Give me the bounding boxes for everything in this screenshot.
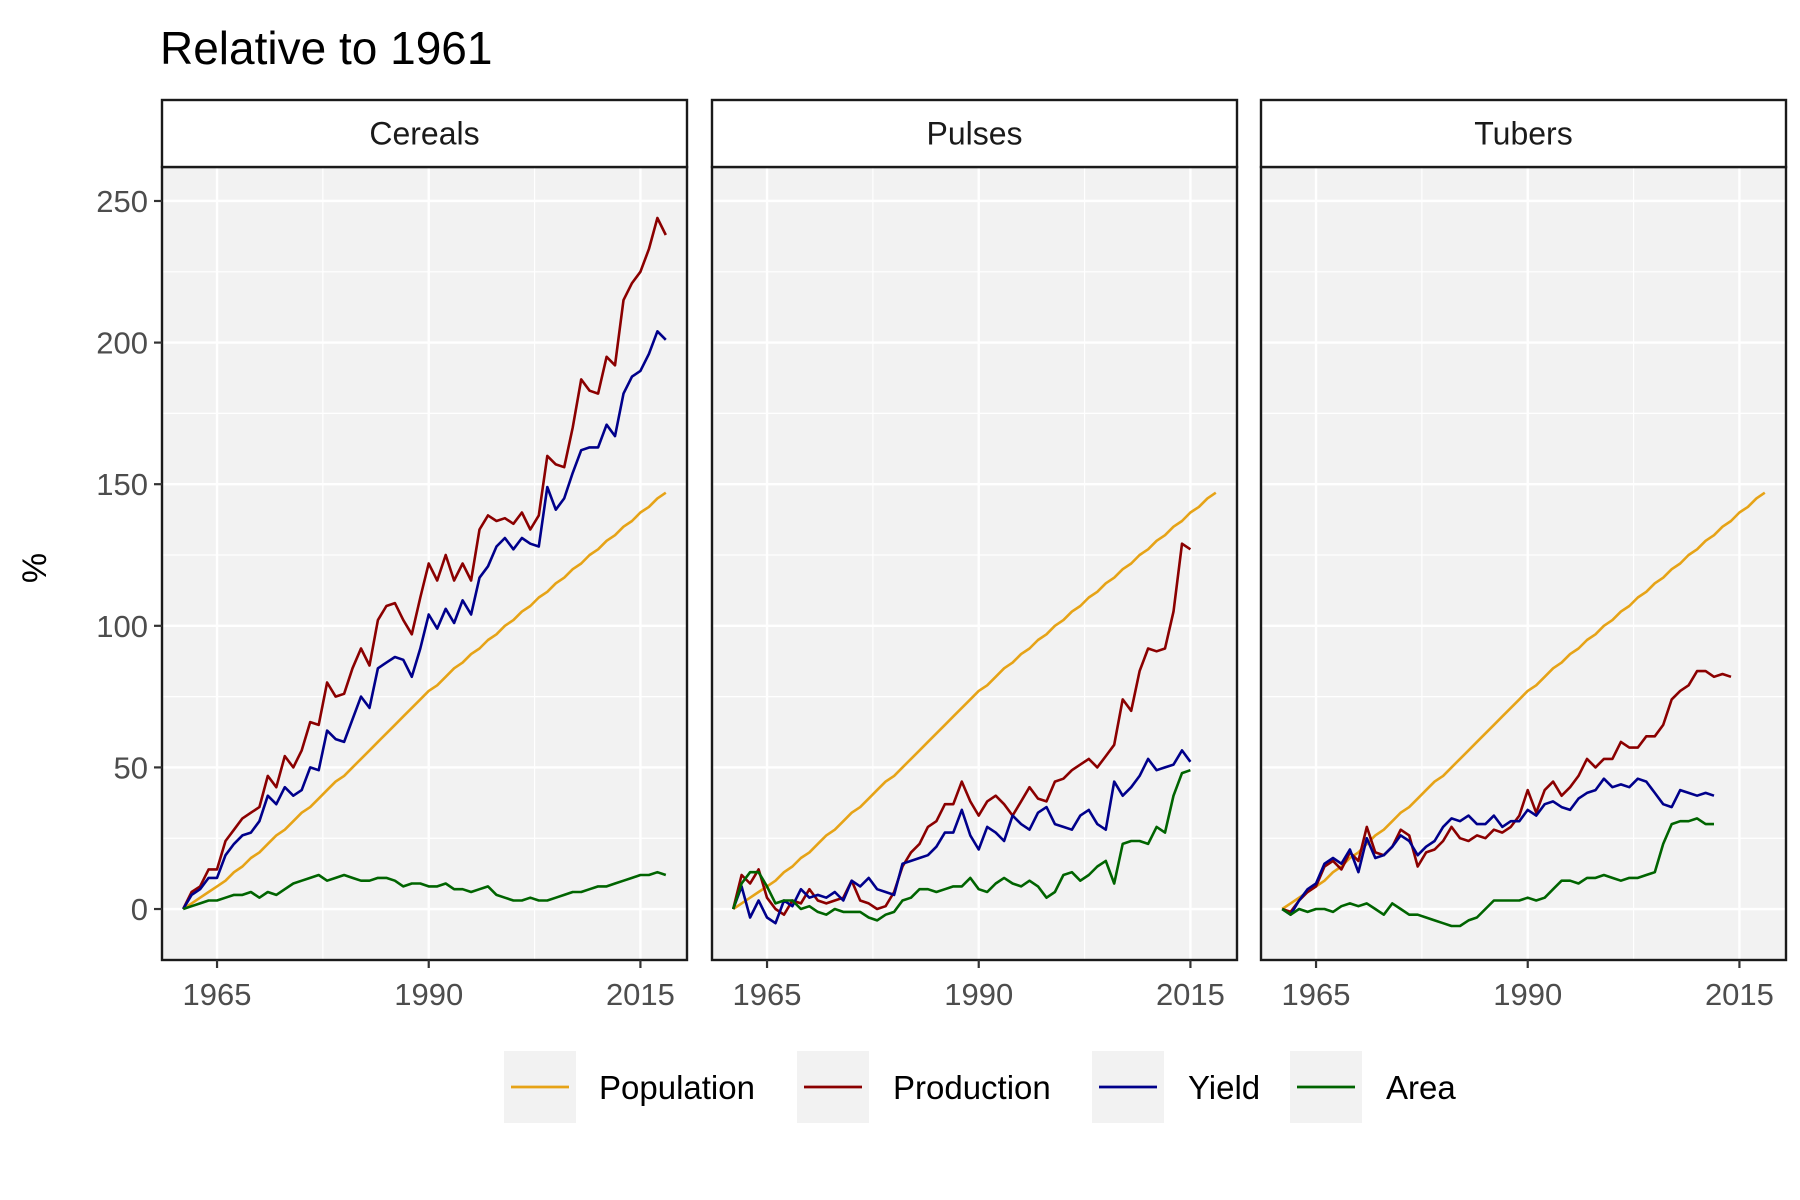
legend: Population Production Yield Area [504, 1051, 1456, 1123]
y-tick-label: 100 [96, 609, 148, 644]
facet-strip [1259, 98, 1788, 169]
facet-panels: Cereals 1965 1990 2015 0 50 100 150 200 250 Pulses… [96, 98, 1788, 1012]
y-tick-label: 200 [96, 326, 148, 361]
series-line-production [731, 542, 1192, 917]
x-tick-label: 2015 [1156, 977, 1225, 1012]
series-line-population [182, 491, 667, 911]
legend-label: Production [893, 1069, 1051, 1106]
legend-label: Area [1386, 1069, 1456, 1106]
x-tick-label: 2015 [606, 977, 675, 1012]
y-tick-label: 0 [131, 892, 148, 927]
facet-strip [160, 98, 689, 169]
facet-strip-label: Pulses [926, 116, 1022, 152]
facet-strip-label: Cereals [369, 116, 479, 152]
legend-item-area: Area [1290, 1051, 1456, 1123]
x-tick-label: 1990 [944, 977, 1013, 1012]
panel-pulses: Pulses 1965 1990 2015 [710, 98, 1239, 1012]
y-axis-title: % [16, 553, 54, 583]
x-tick-label: 1965 [183, 977, 252, 1012]
y-tick-label: 250 [96, 184, 148, 219]
series-line-yield [1281, 777, 1715, 917]
series-line-area [182, 870, 667, 911]
series-line-area [1281, 817, 1714, 928]
series-line-area [731, 768, 1191, 922]
facet-strip [710, 98, 1239, 169]
y-tick-label: 50 [114, 750, 148, 785]
series-line-production [182, 216, 667, 910]
panel-background [712, 167, 1237, 960]
series-line-production [1281, 669, 1732, 914]
panel-cereals: Cereals 1965 1990 2015 0 50 100 150 200 250 [96, 98, 689, 1012]
y-tick-label: 150 [96, 467, 148, 502]
legend-item-production: Production [797, 1051, 1051, 1123]
panel-background [1261, 167, 1786, 960]
panel-background [162, 167, 687, 960]
facet-strip-label: Tubers [1474, 116, 1572, 152]
x-tick-label: 1965 [733, 977, 802, 1012]
series-line-yield [731, 749, 1192, 925]
x-tick-label: 1965 [1282, 977, 1351, 1012]
x-tick-label: 1990 [1493, 977, 1562, 1012]
chart-title: Relative to 1961 [160, 22, 492, 74]
legend-label: Population [599, 1069, 755, 1106]
panel-tubers: Tubers 1965 1990 2015 [1259, 98, 1788, 1012]
x-tick-label: 1990 [394, 977, 463, 1012]
legend-item-yield: Yield [1092, 1051, 1260, 1123]
x-tick-label: 2015 [1705, 977, 1774, 1012]
series-line-yield [182, 329, 667, 910]
series-line-population [732, 491, 1217, 911]
legend-label: Yield [1188, 1069, 1260, 1106]
legend-item-population: Population [504, 1051, 755, 1123]
